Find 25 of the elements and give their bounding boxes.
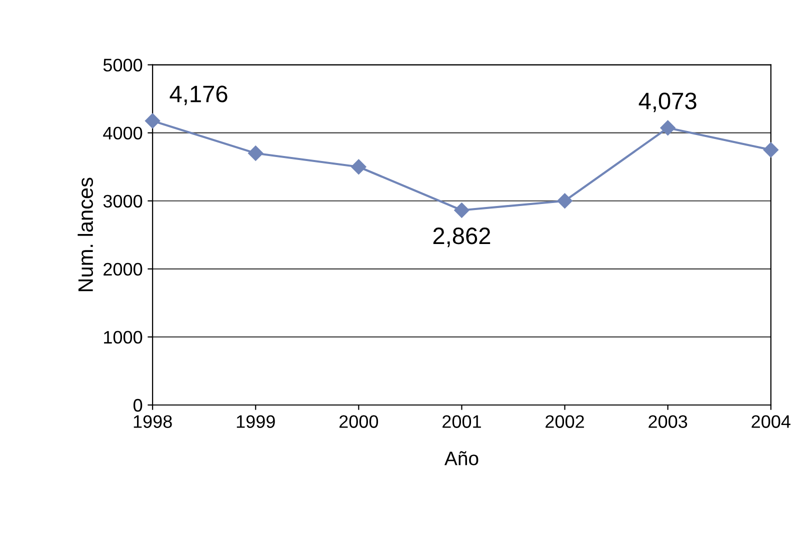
point: [454, 202, 470, 218]
x-tick-label: 1999: [236, 415, 275, 428]
point: [248, 146, 264, 161]
data-label: 2,862: [433, 228, 490, 248]
x-tick-label: 2004: [752, 415, 790, 428]
x-tick-label: 2003: [648, 415, 688, 428]
point: [660, 120, 676, 136]
data-label: 4,176: [170, 86, 228, 106]
x-tick-label: 2002: [546, 415, 584, 428]
y-tick-label: 2000: [104, 262, 142, 276]
x-tick-label: 1998: [134, 415, 172, 428]
point: [145, 113, 160, 128]
point: [763, 142, 778, 158]
y-tick-label: 0: [134, 398, 142, 412]
x-tick-label: 2000: [340, 415, 378, 428]
point: [557, 193, 572, 208]
y-axis-title: Num. lances: [78, 178, 94, 292]
y-tick-label: 5000: [103, 58, 142, 72]
x-tick-label: 2001: [442, 415, 481, 428]
y-tick-label: 1000: [104, 330, 142, 344]
y-tick-label: 3000: [103, 194, 142, 208]
point: [351, 159, 366, 174]
data-label: 4,073: [638, 92, 696, 112]
x-axis-title: Año: [444, 451, 478, 466]
y-tick-label: 4000: [103, 126, 142, 140]
